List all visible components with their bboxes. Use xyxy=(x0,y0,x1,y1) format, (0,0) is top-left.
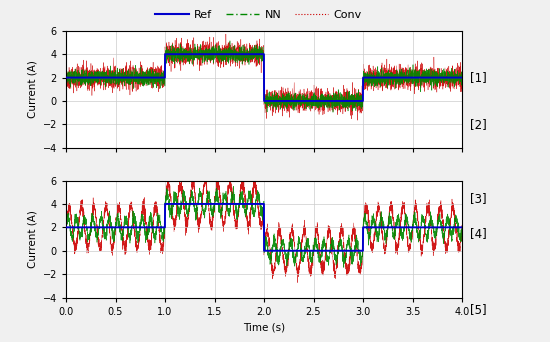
X-axis label: Time (s): Time (s) xyxy=(243,322,285,332)
Text: [5]: [5] xyxy=(470,303,487,316)
Y-axis label: Current (A): Current (A) xyxy=(27,60,37,118)
Text: [1]: [1] xyxy=(470,71,487,84)
Legend: Ref, NN, Conv: Ref, NN, Conv xyxy=(151,5,366,24)
Text: [4]: [4] xyxy=(470,227,487,240)
Text: [2]: [2] xyxy=(470,118,487,131)
Y-axis label: Current (A): Current (A) xyxy=(27,210,37,268)
Text: [3]: [3] xyxy=(470,192,487,205)
